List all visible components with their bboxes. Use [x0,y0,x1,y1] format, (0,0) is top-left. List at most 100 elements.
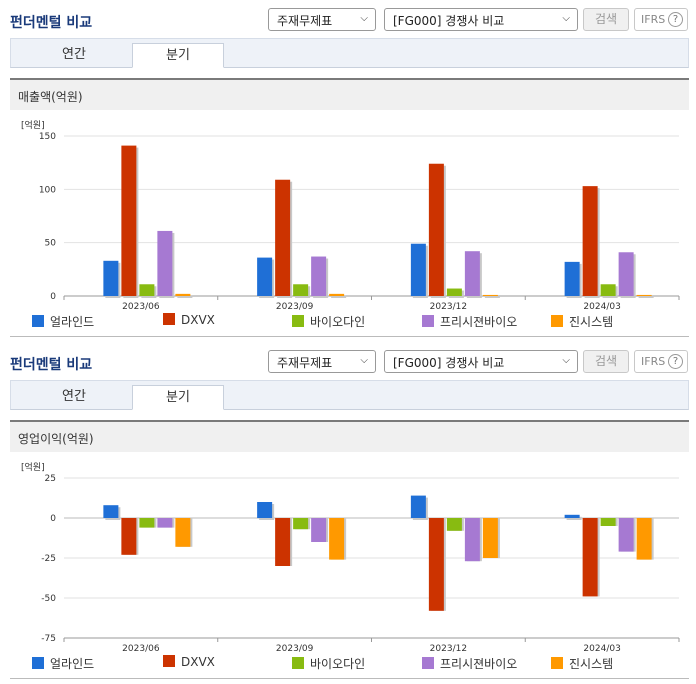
y-tick-label: -50 [41,594,56,604]
bar [564,514,580,518]
item-select-value: 주재무제표 [277,356,333,370]
bar-shadow [177,295,193,298]
bar [564,261,580,296]
legend-item[interactable]: 진시스템 [551,655,613,672]
item-select[interactable]: 주재무제표 ⌵ [268,350,376,373]
bar [293,518,309,530]
chart-header: 매출액(억원) [10,78,689,110]
legend-label: 진시스템 [569,657,614,671]
tab-annual[interactable]: 연간 [62,47,86,62]
section-title: 펀더멘털 비교 [10,357,93,373]
bar [121,145,137,296]
bar [329,293,345,296]
search-button[interactable]: 검색 [583,350,629,373]
legend-swatch [422,657,434,669]
legend-item[interactable]: 바이오다인 [292,655,365,672]
bar-shadow [484,296,500,298]
tab-annual[interactable]: 연간 [62,389,86,404]
y-tick-label: 25 [45,474,56,484]
bar-shadow [638,296,654,298]
y-tick-label: 0 [50,514,56,524]
search-button[interactable]: 검색 [583,8,629,31]
bar [311,518,327,542]
divider [10,336,689,337]
bar [482,294,498,296]
unit-label: [억원] [21,463,45,473]
chevron-down-icon: ⌵ [562,13,570,24]
bar [257,502,273,518]
legend-label: DXVX [181,655,215,669]
bar [482,518,498,558]
compare-select-value: [FG000] 경쟁사 비교 [393,356,505,370]
bar [157,230,173,296]
legend-label: 프리시젼바이오 [440,315,518,329]
legend-swatch [551,315,563,327]
tab-quarter[interactable]: 분기 [132,43,224,68]
bar [175,518,191,547]
x-tick-label: 2023/09 [276,644,314,654]
legend-item[interactable]: 얼라인드 [32,313,94,330]
legend-swatch [551,657,563,669]
bar [464,251,480,296]
section-title: 펀더멘털 비교 [10,15,93,31]
help-circle-icon[interactable]: ? [668,12,683,27]
bar [600,518,616,526]
y-tick-label: 150 [39,132,56,142]
x-tick-label: 2023/09 [276,302,314,312]
legend-item[interactable]: DXVX [163,313,215,327]
bar [618,518,634,552]
ifrs-button[interactable]: IFRS ? [634,350,688,373]
divider [10,678,689,679]
chart-legend: 얼라인드 DXVX 바이오다인 프리시젼바이오 진시스템 [0,655,696,673]
bar [410,243,426,296]
y-tick-label: 0 [50,292,56,302]
bar [139,284,155,296]
bar [275,179,291,296]
x-tick-label: 2023/12 [430,644,467,654]
bar [410,495,426,518]
legend-label: 얼라인드 [50,315,95,329]
legend-swatch [292,315,304,327]
legend-item[interactable]: 바이오다인 [292,313,365,330]
compare-select[interactable]: [FG000] 경쟁사 비교 ⌵ [384,8,578,31]
legend-item[interactable]: 진시스템 [551,313,613,330]
y-tick-label: -75 [41,634,56,644]
legend-item[interactable]: DXVX [163,655,215,669]
period-tabs: 연간 분기 [10,380,689,410]
operating-profit-chart: -75 -50 -25 0 25 2023/06 2023/09 2023/12 2024/03 [41,474,680,654]
operating-profit-panel: 펀더멘털 비교 주재무제표 ⌵ [FG000] 경쟁사 비교 ⌵ 검색 IFRS… [0,342,696,684]
ifrs-button[interactable]: IFRS ? [634,8,688,31]
bar [446,518,462,531]
x-tick-label: 2023/06 [122,644,160,654]
legend-item[interactable]: 프리시젼바이오 [422,313,517,330]
tab-quarter[interactable]: 분기 [132,385,224,410]
chart-header-title: 영업이익(억원) [18,432,94,446]
bar [157,518,173,528]
bar-shadow [566,516,582,520]
help-circle-icon[interactable]: ? [668,354,683,369]
bar [582,518,598,597]
legend-item[interactable]: 프리시젼바이오 [422,655,517,672]
bar [103,260,119,296]
legend-label: 바이오다인 [310,657,366,671]
compare-select-value: [FG000] 경쟁사 비교 [393,14,505,28]
bar [311,256,327,296]
item-select-value: 주재무제표 [277,14,333,28]
legend-swatch [163,655,175,667]
compare-select[interactable]: [FG000] 경쟁사 비교 ⌵ [384,350,578,373]
chevron-down-icon: ⌵ [360,13,368,24]
legend-swatch [163,313,175,325]
chevron-down-icon: ⌵ [562,355,570,366]
legend-item[interactable]: 얼라인드 [32,655,94,672]
item-select[interactable]: 주재무제표 ⌵ [268,8,376,31]
bar [103,505,119,518]
legend-swatch [292,657,304,669]
bar [446,288,462,296]
bar [329,518,345,560]
ifrs-label: IFRS [641,13,666,26]
x-tick-label: 2024/03 [583,644,620,654]
x-tick-label: 2023/12 [430,302,467,312]
x-tick-label: 2023/06 [122,302,160,312]
chart-legend: 얼라인드 DXVX 바이오다인 프리시젼바이오 진시스템 [0,313,696,331]
bar [582,186,598,296]
